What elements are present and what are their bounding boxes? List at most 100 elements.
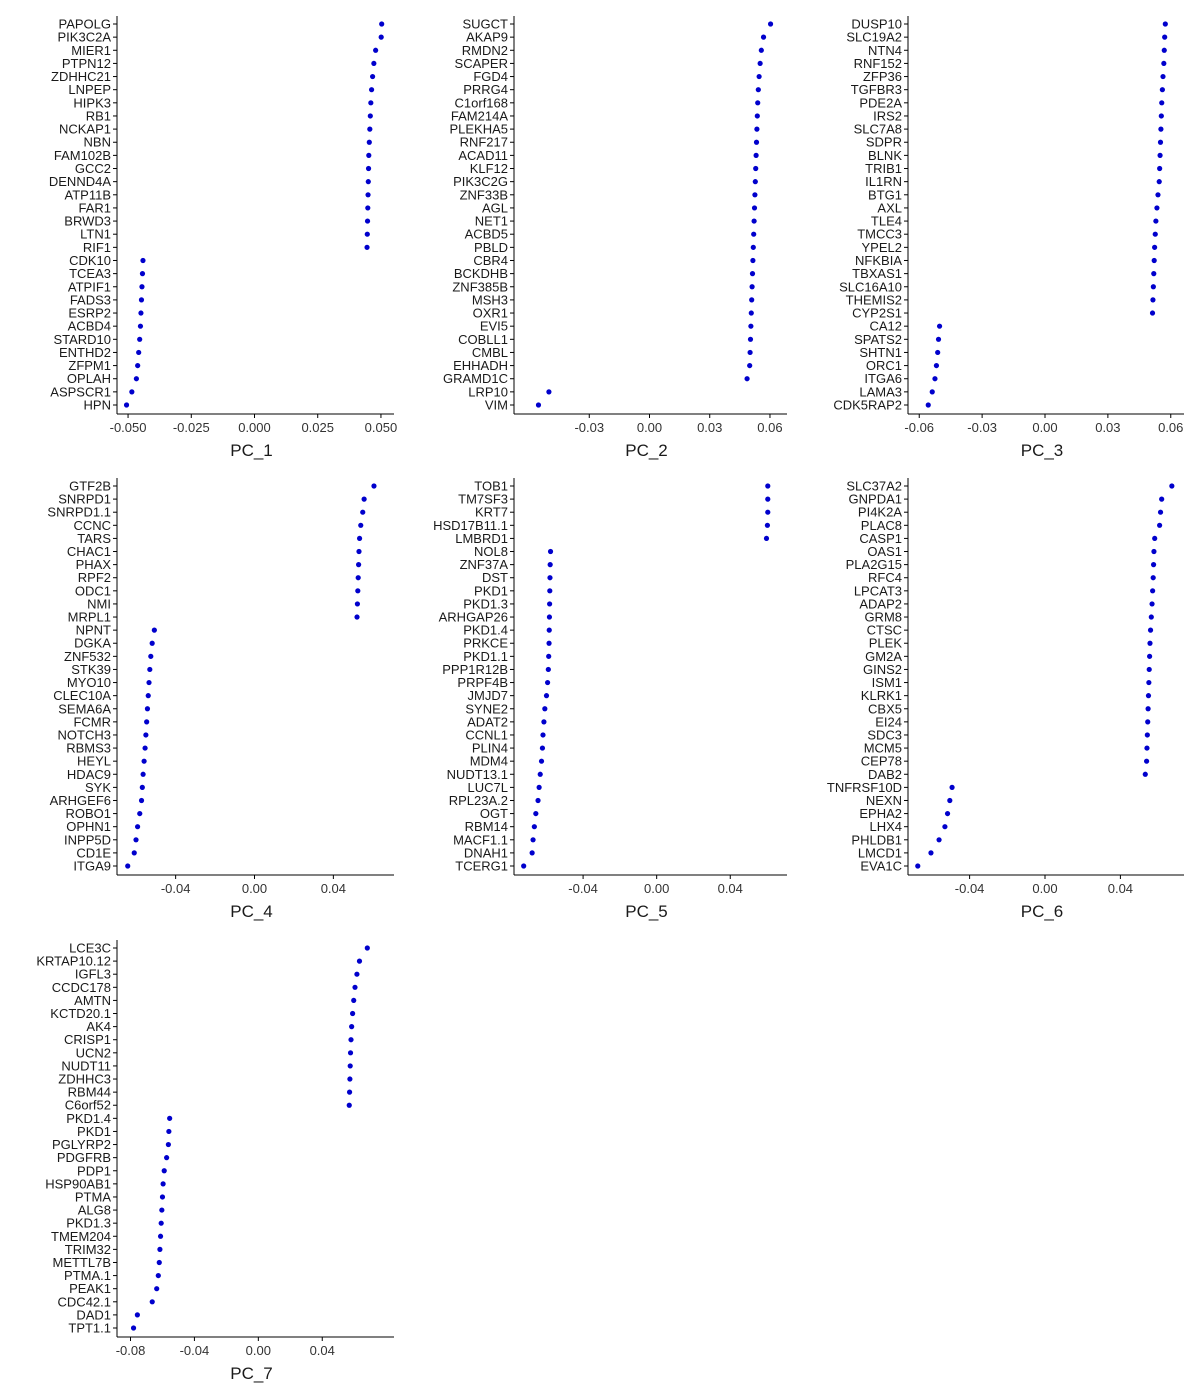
gene-label: TLE4 <box>871 214 902 229</box>
gene-label: TPT1.1 <box>68 1321 111 1336</box>
gene-label: MRPL1 <box>68 610 111 625</box>
gene-label: YPEL2 <box>862 240 902 255</box>
data-point <box>347 1063 353 1069</box>
x-axis-title: PC_6 <box>1021 902 1064 921</box>
x-tick-label: -0.04 <box>180 1343 210 1358</box>
data-point <box>545 666 551 673</box>
gene-label: PKD1.3 <box>463 596 508 611</box>
data-point <box>149 1299 155 1305</box>
gene-label: CHAC1 <box>67 544 111 559</box>
gene-label: GRAMD1C <box>443 371 508 386</box>
gene-label: PI4K2A <box>858 505 902 520</box>
gene-label: NCKAP1 <box>59 122 111 137</box>
data-point <box>366 152 372 158</box>
data-point <box>542 706 548 712</box>
data-point <box>140 257 146 264</box>
gene-label: RBMS3 <box>66 741 111 756</box>
gene-label: FGD4 <box>473 69 508 84</box>
data-point <box>133 376 139 382</box>
gene-label: EVI5 <box>480 319 508 334</box>
gene-label: KRTAP10.12 <box>36 954 111 969</box>
gene-label: PLIN4 <box>472 741 508 756</box>
data-point <box>157 1233 164 1239</box>
data-point <box>546 389 552 395</box>
gene-label: SPATS2 <box>854 332 902 347</box>
data-point <box>356 548 362 555</box>
gene-label: PIK3C2G <box>453 174 508 189</box>
gene-label: PLA2G15 <box>846 557 902 572</box>
x-tick-label: 0.04 <box>321 881 346 896</box>
x-axis-title: PC_3 <box>1021 441 1064 460</box>
x-axis-title: PC_7 <box>230 1364 273 1383</box>
data-point <box>929 389 935 395</box>
data-point <box>364 945 370 951</box>
gene-label: PLAC8 <box>861 518 902 533</box>
gene-label: ADAP2 <box>859 596 902 611</box>
gene-label: CDK5RAP2 <box>833 398 902 413</box>
gene-label: TM7SF3 <box>458 492 508 507</box>
gene-label: LHX4 <box>869 819 902 834</box>
data-point <box>367 113 373 119</box>
gene-label: PLEK <box>869 636 903 651</box>
gene-label: IL1RN <box>865 174 902 189</box>
data-point <box>754 126 760 132</box>
gene-label: KRT7 <box>475 505 508 520</box>
data-point <box>751 205 758 211</box>
data-point <box>365 165 372 172</box>
data-point <box>1150 575 1156 581</box>
data-point <box>547 575 553 581</box>
data-point <box>145 693 151 699</box>
gene-label: SEMA6A <box>58 701 111 716</box>
data-point <box>547 548 554 555</box>
data-point <box>147 666 153 673</box>
data-point <box>1162 34 1168 40</box>
data-point <box>138 310 144 316</box>
data-point <box>536 784 542 790</box>
data-point <box>1149 601 1155 607</box>
data-point <box>537 771 543 777</box>
gene-label: AXL <box>877 200 902 215</box>
data-point <box>1162 21 1168 27</box>
data-point <box>546 653 552 659</box>
gene-label: FAM102B <box>54 148 111 163</box>
gene-label: LPCAT3 <box>854 583 902 598</box>
data-point <box>944 810 951 817</box>
gene-label: BRWD3 <box>64 214 111 229</box>
gene-label: PRRG4 <box>463 82 508 97</box>
gene-label: CBR4 <box>473 253 508 268</box>
data-point <box>521 863 527 869</box>
data-point <box>1147 640 1153 646</box>
data-point <box>1157 509 1164 515</box>
gene-label: LNPEP <box>68 82 111 97</box>
gene-label: PBLD <box>474 240 508 255</box>
data-point <box>158 1220 164 1226</box>
gene-label: TCERG1 <box>455 859 508 874</box>
data-point <box>942 824 948 830</box>
x-tick-label: 0.00 <box>242 881 267 896</box>
x-tick-label: 0.03 <box>1095 420 1120 435</box>
data-point <box>358 522 364 528</box>
gene-label: LUC7L <box>468 780 508 795</box>
gene-label: NPNT <box>76 623 111 638</box>
data-point <box>166 1128 172 1135</box>
data-point <box>346 1089 353 1095</box>
data-point <box>139 784 145 790</box>
gene-label: ISM1 <box>872 675 902 690</box>
data-point <box>1160 73 1166 80</box>
data-point <box>1151 257 1157 264</box>
data-point <box>125 863 131 869</box>
gene-label: SDPR <box>866 135 902 150</box>
data-point <box>750 257 756 264</box>
x-tick-label: -0.06 <box>904 420 934 435</box>
gene-label: SDC3 <box>867 727 902 742</box>
x-tick-label: 0.00 <box>637 420 662 435</box>
data-point <box>936 837 942 843</box>
data-point <box>154 1286 160 1292</box>
data-point <box>546 614 553 620</box>
gene-label: FADS3 <box>70 292 111 307</box>
gene-label: MACF1.1 <box>453 832 508 847</box>
data-point <box>547 562 553 568</box>
gene-label: NTN4 <box>868 43 902 58</box>
gene-label: OXR1 <box>473 306 508 321</box>
gene-label: IRS2 <box>873 108 902 123</box>
